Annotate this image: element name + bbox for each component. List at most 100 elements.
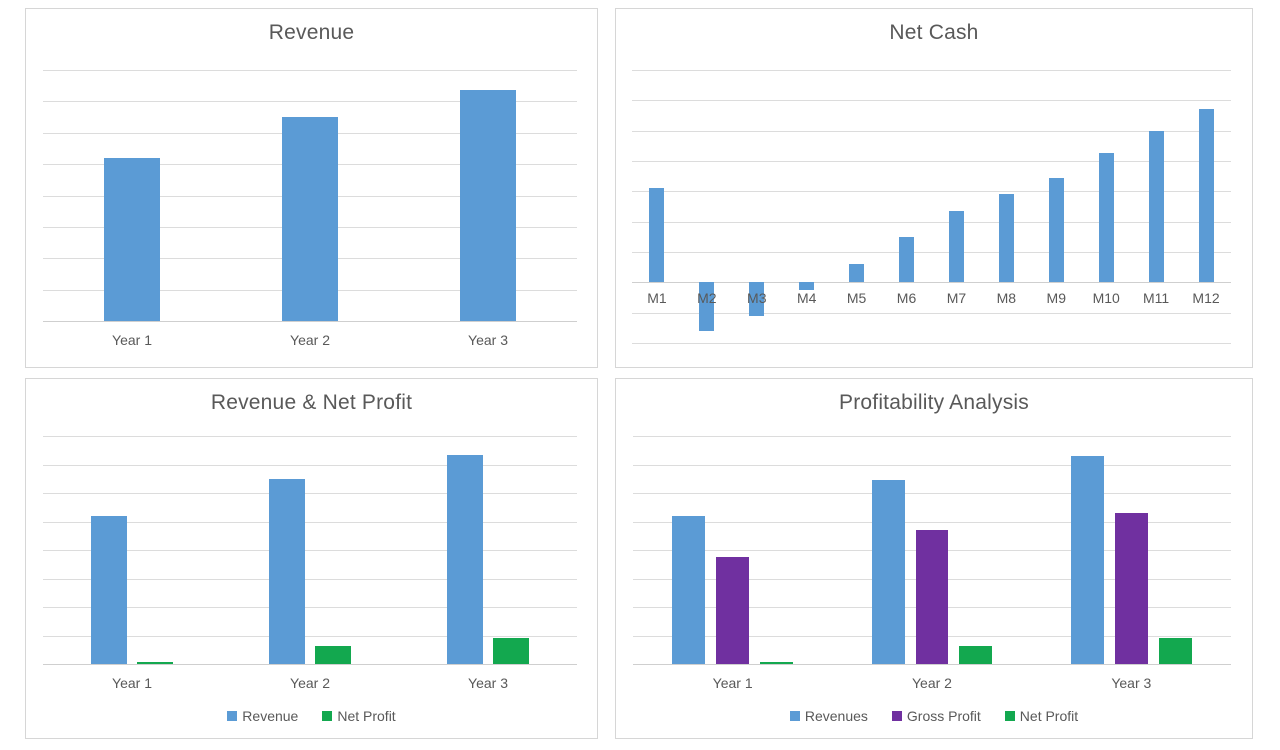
chart-legend: Revenue Net Profit xyxy=(26,708,597,724)
chart-title: Revenue & Net Profit xyxy=(210,391,413,414)
legend-label: Revenue xyxy=(242,708,299,724)
bar-revenue-year-2 xyxy=(282,117,338,321)
net-cash-chart-panel: Net Cash M1 M2 M3 M4 M5 M6 M7 M8 M9 M10 M11 M12 xyxy=(615,8,1253,368)
gridline xyxy=(633,436,1231,437)
gridline xyxy=(43,607,577,608)
bar-net-profit-year-1 xyxy=(760,661,793,664)
gridline xyxy=(633,493,1231,494)
gridline xyxy=(43,635,577,637)
category-label-year-2: Year 2 xyxy=(290,675,330,691)
bar-net-cash-m1 xyxy=(649,188,665,283)
gridline xyxy=(632,130,1231,132)
axis-line xyxy=(43,664,577,665)
bar-revenue-year-2 xyxy=(269,478,305,664)
bar-gross-profit-year-1 xyxy=(716,557,750,664)
bar-net-cash-m9 xyxy=(1048,177,1064,283)
axis-line xyxy=(43,321,577,322)
category-label-m9: M9 xyxy=(1046,290,1066,307)
category-label-m5: M5 xyxy=(846,290,867,307)
legend-item-gross-profit: Gross Profit xyxy=(891,708,981,724)
legend-item-revenues: Revenues xyxy=(789,708,868,724)
legend-swatch-icon xyxy=(891,711,902,721)
gridline xyxy=(632,221,1231,223)
legend-swatch-icon xyxy=(227,711,238,721)
legend-label: Gross Profit xyxy=(906,708,981,724)
legend-item-net-profit: Net Profit xyxy=(1004,708,1079,724)
gridline xyxy=(632,70,1231,71)
gridline xyxy=(632,343,1231,344)
gridline xyxy=(43,578,577,580)
bar-net-cash-m2 xyxy=(699,282,715,331)
revenue-net-profit-chart-panel: Revenue & Net Profit Year 1 Year 2 Year 3 … xyxy=(25,378,598,739)
gridline xyxy=(43,521,577,523)
bar-net-profit-year-2 xyxy=(959,646,993,664)
gridline xyxy=(43,493,577,494)
bar-revenue-year-1 xyxy=(91,515,127,664)
gridline xyxy=(43,70,577,71)
bar-revenues-year-1 xyxy=(672,515,706,664)
plot-area: Year 1 Year 2 Year 3 xyxy=(43,70,577,348)
bar-gross-profit-year-2 xyxy=(915,530,949,664)
legend-label: Revenues xyxy=(804,708,868,724)
gridline xyxy=(632,161,1231,162)
legend-swatch-icon xyxy=(1004,711,1015,721)
category-label-m7: M7 xyxy=(946,290,967,307)
gridline xyxy=(633,521,1231,523)
category-label-year-3: Year 3 xyxy=(1111,675,1152,691)
chart-title: Net Cash xyxy=(889,21,979,44)
category-label-m2: M2 xyxy=(697,290,717,307)
bar-net-cash-m7 xyxy=(948,211,964,283)
chart-title: Revenue xyxy=(268,21,355,44)
category-label-year-1: Year 1 xyxy=(112,332,152,348)
axis-line xyxy=(632,282,1231,284)
category-label-year-3: Year 3 xyxy=(468,675,508,691)
category-label-m3: M3 xyxy=(747,290,767,307)
chart-legend: Revenues Gross Profit Net Profit xyxy=(616,708,1252,724)
legend-item-net-profit: Net Profit xyxy=(322,708,396,724)
category-label-year-2: Year 2 xyxy=(290,332,330,348)
bar-net-cash-m3 xyxy=(749,282,765,316)
bar-revenue-year-3 xyxy=(460,90,516,321)
legend-swatch-icon xyxy=(789,711,800,721)
gridline xyxy=(43,436,577,437)
legend-label: Net Profit xyxy=(337,708,396,724)
bar-net-profit-year-1 xyxy=(137,662,173,664)
bar-net-cash-m8 xyxy=(998,194,1014,283)
plot-area: Year 1 Year 2 Year 3 xyxy=(633,436,1231,691)
gridline xyxy=(633,464,1231,466)
category-label-m11: M11 xyxy=(1143,290,1170,307)
category-label-m12: M12 xyxy=(1192,290,1220,307)
category-label-m8: M8 xyxy=(996,290,1017,307)
legend-swatch-icon xyxy=(322,711,333,721)
category-label-year-1: Year 1 xyxy=(112,675,152,691)
legend-item-revenue: Revenue xyxy=(227,708,298,724)
bar-revenue-year-3 xyxy=(447,454,483,664)
bar-revenues-year-3 xyxy=(1071,455,1104,664)
bar-net-cash-m5 xyxy=(849,264,865,283)
gridline xyxy=(632,100,1231,102)
gridline xyxy=(43,101,577,103)
category-label-m4: M4 xyxy=(796,290,817,307)
bar-revenue-year-1 xyxy=(104,157,160,321)
gridline xyxy=(632,191,1231,193)
legend-label: Net Profit xyxy=(1019,708,1079,724)
chart-title: Profitability Analysis xyxy=(839,391,1029,414)
gridline xyxy=(632,312,1231,314)
gridline xyxy=(43,464,577,466)
category-label-year-1: Year 1 xyxy=(712,675,753,691)
bar-net-cash-m11 xyxy=(1148,130,1164,283)
plot-area: M1 M2 M3 M4 M5 M6 M7 M8 M9 M10 M11 M12 xyxy=(632,70,1231,344)
bar-net-profit-year-3 xyxy=(1158,638,1192,664)
bar-net-cash-m10 xyxy=(1098,153,1114,283)
category-label-m6: M6 xyxy=(896,290,917,307)
bar-net-profit-year-3 xyxy=(493,638,529,664)
category-label-m1: M1 xyxy=(647,290,667,307)
gridline xyxy=(43,550,577,551)
plot-area: Year 1 Year 2 Year 3 xyxy=(43,436,577,691)
bar-net-cash-m4 xyxy=(799,282,815,290)
category-label-year-3: Year 3 xyxy=(468,332,508,348)
profitability-analysis-chart-panel: Profitability Analysis Year 1 Year 2 Year … xyxy=(615,378,1253,739)
category-label-m10: M10 xyxy=(1092,290,1120,307)
bar-net-cash-m12 xyxy=(1198,109,1214,283)
